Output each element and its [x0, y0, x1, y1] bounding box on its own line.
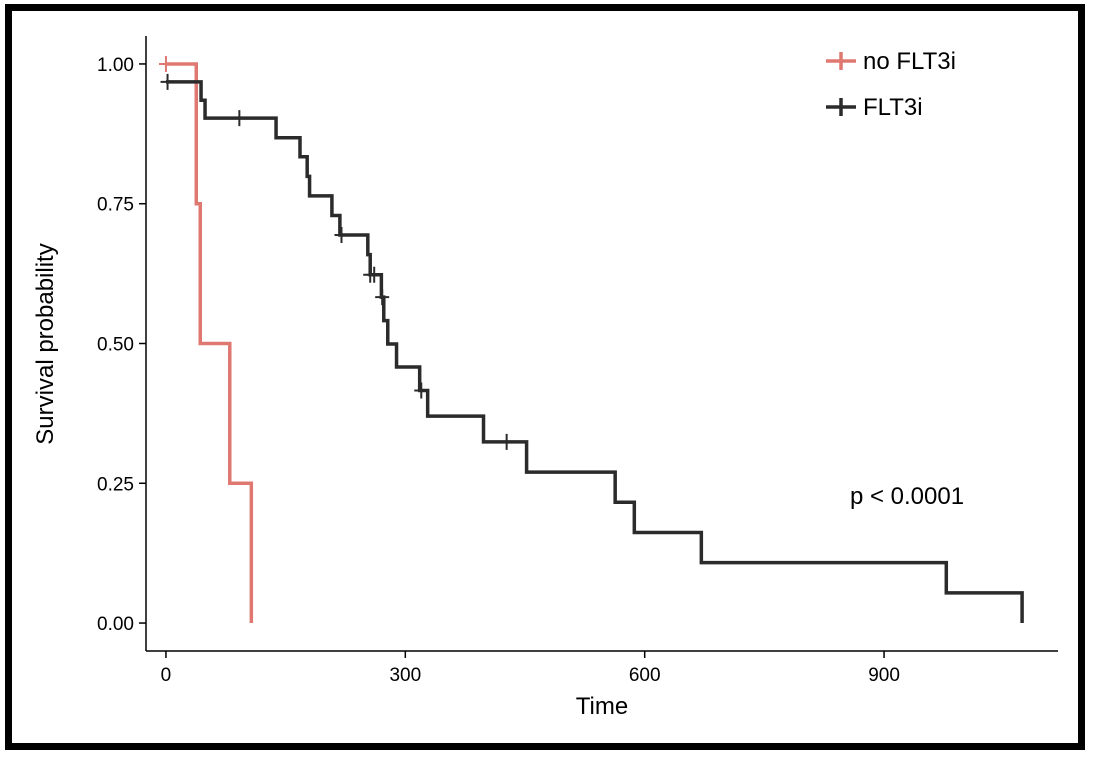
x-tick-label: 600	[629, 665, 661, 686]
censor-mark-flt3i	[160, 73, 175, 90]
y-axis-title: Survival probability	[32, 243, 59, 444]
x-tick-label: 300	[389, 665, 421, 686]
legend-key-flt3i	[826, 98, 856, 116]
censor-mark-flt3i	[334, 227, 349, 244]
y-tick-label: 0.75	[97, 195, 134, 216]
curves	[158, 55, 1024, 624]
censor-mark-no-flt3i	[158, 55, 173, 72]
survival-curve-no-flt3i	[165, 62, 254, 624]
y-tick-label: 0.25	[97, 474, 134, 495]
axes	[145, 36, 1058, 652]
legend-label-flt3i: FLT3i	[863, 94, 923, 121]
survival-curve-flt3i	[165, 80, 1024, 624]
x-tick-label: 0	[161, 665, 172, 686]
censor-mark-flt3i	[499, 433, 514, 450]
censor-mark-flt3i	[232, 110, 247, 127]
p-value-annotation: p < 0.0001	[850, 483, 964, 510]
legend-label-no-flt3i: no FLT3i	[863, 48, 956, 75]
y-tick-label: 0.50	[97, 335, 134, 356]
x-tick-label: 900	[868, 665, 900, 686]
censor-mark-flt3i	[375, 289, 390, 306]
censor-mark-flt3i	[414, 382, 429, 399]
legend: no FLT3i FLT3i	[826, 48, 956, 121]
chart-frame	[5, 4, 1085, 750]
legend-key-no-flt3i	[826, 52, 856, 70]
x-axis-title: Time	[576, 693, 628, 720]
y-tick-label: 1.00	[97, 55, 134, 76]
censor-mark-flt3i	[367, 266, 382, 283]
ticks: 0.00 0.25 0.50 0.75 1.00 0 300 600 900	[97, 55, 900, 686]
y-tick-label: 0.00	[97, 614, 134, 635]
